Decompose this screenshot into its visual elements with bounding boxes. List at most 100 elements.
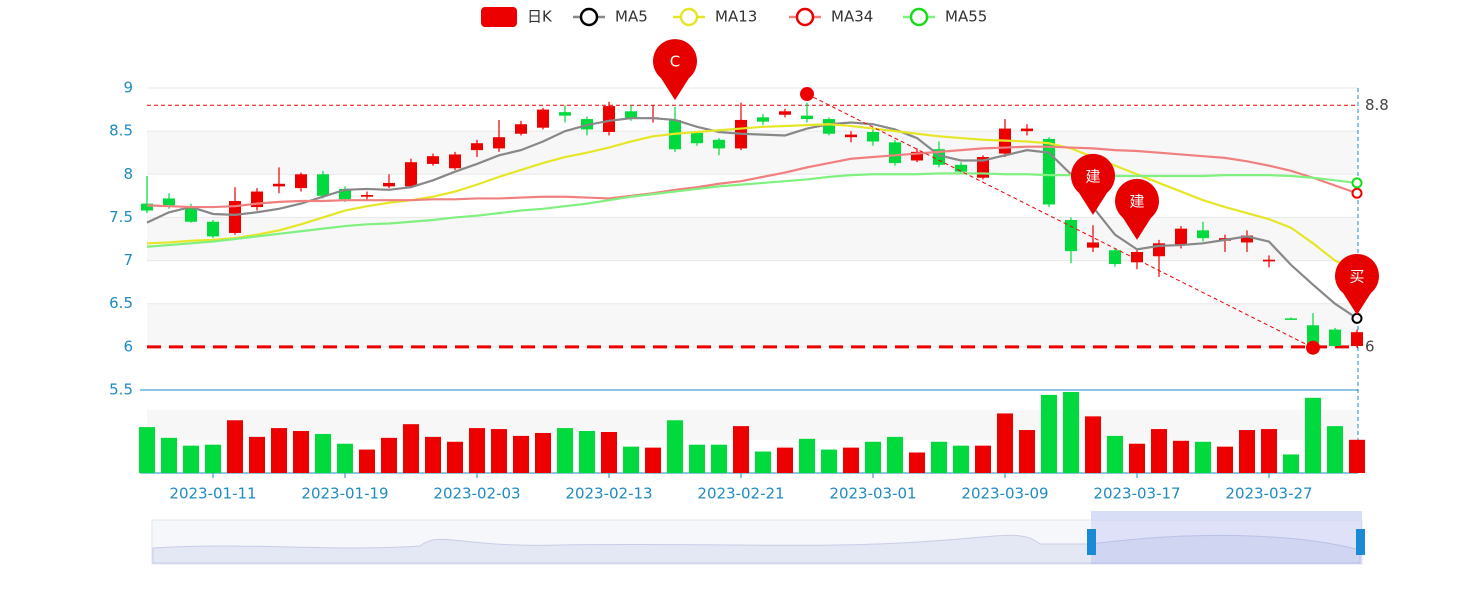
- volume-bar: [337, 443, 353, 473]
- zoom-preview: [152, 534, 1361, 564]
- y-tick-label: 9: [123, 79, 133, 97]
- candle-body: [779, 111, 791, 115]
- volume-bar: [821, 449, 837, 473]
- legend-label: MA55: [945, 8, 987, 26]
- volume-bar: [645, 447, 661, 473]
- candle-body: [1131, 251, 1143, 263]
- ma-end-point: [1351, 177, 1363, 189]
- candle-body: [471, 143, 483, 151]
- candle-body: [801, 115, 813, 120]
- volume-bar: [1327, 426, 1343, 473]
- trend-point: [800, 87, 814, 102]
- volume-bar: [293, 431, 309, 473]
- candle-body: [229, 201, 241, 233]
- ma-line: [146, 145, 1358, 209]
- legend-icon: [679, 7, 699, 27]
- volume-bar: [271, 428, 287, 473]
- volume-bar: [139, 427, 155, 473]
- volume-bar: [623, 446, 639, 473]
- y-tick-label: 8: [123, 165, 133, 183]
- volume-bar: [733, 426, 749, 473]
- legend-icon: [795, 7, 815, 27]
- ma-line: [146, 123, 1358, 272]
- zoom-handle[interactable]: [1356, 529, 1365, 555]
- pin: [1115, 178, 1159, 240]
- pin-label: 建: [1085, 167, 1100, 185]
- trend-line: [806, 93, 1314, 349]
- ma-end-point: [1351, 312, 1363, 324]
- candle-body: [493, 137, 505, 149]
- split-area: [147, 303, 1358, 347]
- volume-bar: [843, 447, 859, 473]
- pin: [1335, 253, 1380, 315]
- candle-body: [1329, 329, 1341, 346]
- volume-bar: [1085, 416, 1101, 473]
- candle-body: [449, 154, 461, 169]
- volume-bar: [887, 436, 903, 473]
- volume-bar: [1107, 435, 1123, 473]
- x-tick-label: 2023-03-01: [829, 485, 916, 503]
- zoom-bar[interactable]: [1091, 511, 1362, 520]
- volume-bar: [1151, 429, 1167, 473]
- candle-body: [339, 188, 351, 200]
- legend-label: MA5: [615, 8, 648, 26]
- y-tick-label: 7: [123, 251, 133, 269]
- candle-body: [537, 109, 549, 128]
- volume-bar: [799, 438, 815, 473]
- volume-bar: [997, 413, 1013, 473]
- y-tick-label: 6: [123, 337, 133, 355]
- x-tick-label: 2023-03-09: [961, 485, 1048, 503]
- candle-body: [691, 132, 703, 144]
- y-tick-label: 7.5: [109, 208, 133, 226]
- zoom-handle[interactable]: [1087, 529, 1096, 555]
- candle-body: [1065, 220, 1077, 252]
- candle-body: [1087, 242, 1099, 248]
- volume-bar: [469, 428, 485, 473]
- volume-bar: [909, 452, 925, 473]
- candle-body: [889, 142, 901, 164]
- candle-body: [1351, 332, 1363, 346]
- legend-icon: [481, 7, 517, 27]
- volume-bar: [359, 449, 375, 473]
- volume-bar: [601, 431, 617, 473]
- x-tick-label: 2023-02-03: [433, 485, 520, 503]
- candle-body: [207, 221, 219, 237]
- volume-bar: [227, 420, 243, 473]
- volume-bar: [931, 441, 947, 473]
- volume-bar: [975, 445, 991, 473]
- candle-body: [1285, 318, 1297, 320]
- candle-body: [625, 111, 637, 119]
- candle-body: [515, 124, 527, 134]
- candle-body: [273, 183, 285, 187]
- candle-body: [427, 156, 439, 164]
- candle-body: [1043, 138, 1055, 205]
- volume-bar: [557, 428, 573, 473]
- volume-bar: [381, 437, 397, 473]
- volume-bar: [513, 435, 529, 473]
- volume-bar: [1217, 446, 1233, 473]
- volume-bar: [403, 424, 419, 473]
- volume-bar: [1261, 429, 1277, 473]
- candle-body: [757, 117, 769, 122]
- candle-body: [405, 162, 417, 187]
- candle-body: [1197, 230, 1209, 239]
- x-tick-label: 2023-03-27: [1225, 485, 1312, 503]
- volume-bar: [205, 444, 221, 473]
- volume-bar: [491, 429, 507, 473]
- volume-bar: [1305, 397, 1321, 473]
- y-tick-label: 6.5: [109, 294, 133, 312]
- candle-body: [1021, 128, 1033, 132]
- volume-bar: [953, 445, 969, 473]
- pin: [653, 39, 697, 101]
- candle-body: [317, 174, 329, 196]
- data-zoom[interactable]: [151, 511, 1365, 565]
- volume-bar: [535, 432, 551, 473]
- volume-bar: [1063, 391, 1079, 473]
- legend-icon: [909, 7, 929, 27]
- volume-bar: [1239, 430, 1255, 473]
- ma-line: [146, 172, 1358, 248]
- volume-bar: [689, 444, 705, 473]
- x-tick-label: 2023-02-13: [565, 485, 652, 503]
- pin: [1071, 153, 1116, 215]
